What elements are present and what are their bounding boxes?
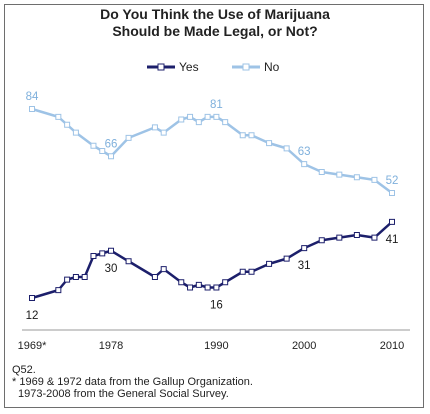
series-no-point [99, 148, 106, 154]
series-yes-point [55, 287, 62, 294]
series-no-point [64, 121, 71, 128]
chart-frame [4, 4, 424, 408]
series-no-point [213, 113, 220, 120]
x-tick-label: 2010 [380, 340, 404, 352]
series-no-point [90, 142, 97, 149]
x-tick-label: 1990 [204, 340, 228, 352]
series-no-point [353, 174, 360, 181]
legend: Yes No [147, 60, 280, 74]
data-label-yes-1990: 16 [210, 300, 223, 312]
note-source-2: 1973-2008 from the General Social Survey… [18, 388, 229, 400]
legend-yes-marker [157, 63, 165, 71]
series-no-point [55, 113, 62, 120]
note-question: Q52. [12, 364, 36, 376]
series-yes-point [283, 255, 290, 262]
series-yes-point [371, 234, 378, 241]
series-no-point [151, 124, 158, 131]
legend-no-label: No [264, 60, 280, 74]
series-no-point [72, 129, 79, 136]
series-no-point [108, 153, 115, 160]
series-yes-point [195, 281, 202, 288]
series-yes-point [125, 258, 132, 265]
series-yes-point [90, 253, 97, 259]
series-no-line [31, 107, 393, 195]
series-yes-line [31, 220, 393, 300]
series-yes-point [160, 266, 167, 273]
data-label-no-1969: 84 [26, 91, 39, 103]
title-line-2: Should be Made Legal, or Not? [112, 23, 318, 39]
data-label-no-1990: 81 [210, 99, 223, 111]
data-label-no-2010: 52 [386, 175, 399, 187]
series-yes-point [248, 268, 255, 275]
series-yes-point [239, 268, 246, 275]
x-tick-label: 1978 [99, 340, 123, 352]
series-no-point [336, 171, 343, 178]
series-no-point [239, 132, 246, 139]
series-no-point [283, 145, 290, 152]
series-yes-point [81, 274, 88, 280]
data-label-yes-1969: 12 [26, 310, 39, 322]
x-tick-label: 1969* [18, 340, 47, 352]
legend-no-marker [242, 63, 250, 71]
series-layer: 12 30 16 31 41 84 66 81 63 52 [26, 91, 399, 322]
series-no-point [389, 190, 395, 196]
series-no-point [160, 129, 167, 136]
data-label-yes-2000: 31 [298, 260, 311, 272]
series-yes-point [204, 284, 211, 291]
series-yes-point [301, 245, 308, 252]
x-tick-label: 2000 [292, 340, 316, 352]
series-yes-point [318, 237, 325, 244]
series-no-point [29, 106, 35, 112]
chart-title: Do You Think the Use of Marijuana Should… [0, 6, 430, 40]
series-yes-point [222, 279, 229, 286]
series-yes-point [151, 274, 158, 280]
series-yes-point [108, 247, 115, 254]
data-label-yes-1978: 30 [105, 263, 118, 275]
data-label-no-2000: 63 [298, 146, 311, 158]
note-source-1: * 1969 & 1972 data from the Gallup Organ… [12, 376, 253, 388]
series-yes-point [389, 218, 395, 225]
series-no-point [266, 140, 273, 147]
x-axis-ticks: 1969* 1978 1990 2000 2010 [18, 340, 405, 352]
series-no-point [195, 119, 202, 126]
series-no-point [248, 132, 255, 139]
series-no-point [204, 113, 211, 120]
series-yes-point [178, 279, 185, 286]
series-yes-point [64, 276, 71, 283]
data-label-no-1978: 66 [105, 138, 118, 150]
data-label-yes-2010: 41 [386, 234, 399, 246]
series-no-point [222, 119, 229, 126]
legend-yes-label: Yes [179, 60, 199, 74]
series-yes-point [213, 284, 220, 291]
series-no-point [125, 134, 132, 141]
series-yes-point [336, 234, 343, 241]
series-no-point [178, 116, 185, 123]
title-line-1: Do You Think the Use of Marijuana [100, 6, 330, 22]
series-no-point [187, 113, 194, 120]
series-yes-point [72, 274, 79, 280]
series-yes-point [266, 260, 273, 267]
series-yes-point [353, 232, 360, 238]
series-yes-point [29, 295, 35, 301]
series-no-point [318, 169, 325, 175]
series-yes-point [187, 284, 194, 291]
series-yes-point [99, 250, 106, 257]
series-no-point [301, 161, 308, 168]
series-no-point [371, 176, 378, 183]
